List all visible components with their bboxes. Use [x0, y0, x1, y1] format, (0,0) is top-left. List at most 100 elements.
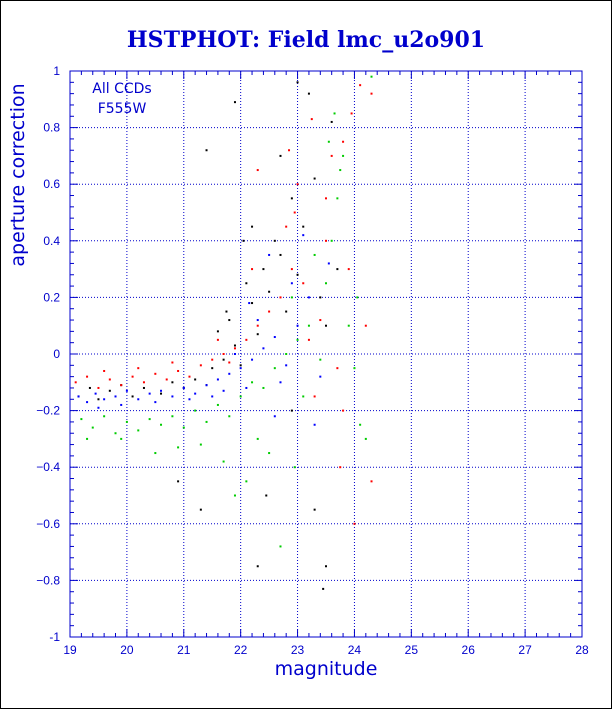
scatter-point — [350, 112, 353, 115]
y-tick-label: −0.2 — [36, 404, 60, 418]
scatter-point — [86, 401, 89, 404]
scatter-point — [251, 302, 254, 305]
scatter-point — [279, 545, 282, 548]
scatter-point — [97, 386, 100, 389]
scatter-point — [97, 398, 100, 401]
scatter-point — [88, 386, 91, 389]
scatter-point — [319, 296, 322, 299]
scatter-point — [325, 239, 327, 242]
scatter-point — [120, 384, 123, 387]
grid — [70, 71, 582, 637]
scatter-point — [279, 154, 282, 157]
scatter-point — [290, 282, 293, 285]
scatter-point — [256, 169, 259, 172]
scatter-point — [290, 197, 293, 200]
scatter-point — [137, 367, 140, 370]
scatter-point — [86, 437, 89, 440]
scatter-point — [325, 565, 327, 568]
scatter-point — [251, 381, 254, 384]
scatter-point — [279, 381, 282, 384]
scatter-point — [313, 423, 316, 426]
scatter-point — [268, 452, 271, 455]
scatter-point — [154, 452, 157, 455]
x-tick-label: 28 — [575, 643, 589, 657]
scatter-point — [228, 372, 231, 375]
scatter-point — [194, 409, 197, 412]
scatter-point — [194, 392, 197, 395]
x-tick-label: 25 — [405, 643, 419, 657]
scatter-point — [336, 197, 339, 200]
scatter-point — [296, 183, 299, 186]
scatter-point — [296, 81, 299, 84]
scatter-point — [211, 367, 214, 370]
scatter-point — [228, 361, 231, 364]
scatter-point — [262, 268, 265, 271]
scatter-point — [245, 480, 248, 483]
scatter-point — [131, 375, 134, 378]
scatter-point — [120, 403, 123, 406]
x-tick-label: 21 — [177, 643, 191, 657]
scatter-point — [245, 282, 248, 285]
scatter-point — [199, 443, 202, 446]
scatter-point — [103, 398, 106, 401]
scatter-point — [313, 253, 316, 256]
scatter-point — [330, 120, 333, 123]
scatter-point — [307, 338, 310, 341]
scatter-point — [239, 367, 242, 370]
scatter-point — [288, 149, 291, 152]
scatter-point — [205, 420, 208, 423]
y-tick-label: 0.6 — [43, 177, 60, 191]
scatter-point — [359, 84, 362, 87]
scatter-point — [347, 324, 350, 327]
scatter-point — [142, 381, 145, 384]
scatter-point — [251, 358, 254, 361]
scatter-point — [171, 381, 174, 384]
scatter-point — [177, 480, 180, 483]
scatter-point — [205, 149, 208, 152]
scatter-point — [233, 101, 236, 104]
scatter-point — [290, 409, 293, 412]
scatter-point — [199, 508, 202, 511]
scatter-point — [325, 282, 327, 285]
scatter-point — [233, 347, 236, 350]
scatter-point — [245, 338, 248, 341]
scatter-point — [364, 324, 367, 327]
scatter-point — [194, 378, 197, 381]
scatter-point — [273, 367, 276, 370]
scatter-point — [80, 418, 83, 421]
scatter-point — [160, 389, 163, 392]
scatter-point — [233, 344, 236, 347]
scatter-point — [251, 268, 254, 271]
scatter-point — [222, 358, 225, 361]
scatter-point — [327, 262, 330, 265]
scatter-point — [228, 415, 231, 418]
data-points — [74, 75, 373, 590]
scatter-point — [211, 358, 214, 361]
x-tick-label: 23 — [291, 643, 305, 657]
scatter-point — [370, 480, 373, 483]
scatter-point — [293, 211, 296, 214]
x-tick-label: 27 — [518, 643, 532, 657]
scatter-point — [356, 296, 359, 299]
axis-ticks — [69, 70, 583, 638]
scatter-point — [216, 338, 219, 341]
scatter-point — [154, 372, 157, 375]
scatter-point — [182, 386, 185, 389]
annotation-ccds: All CCDs — [92, 81, 151, 97]
scatter-point — [222, 460, 225, 463]
scatter-point — [307, 296, 310, 299]
scatter-point — [268, 290, 271, 293]
scatter-point — [268, 253, 271, 256]
scatter-point — [165, 378, 168, 381]
x-tick-label: 20 — [120, 643, 134, 657]
scatter-point — [256, 319, 259, 322]
scatter-point — [319, 375, 322, 378]
scatter-point — [347, 268, 350, 271]
scatter-point — [94, 392, 97, 395]
y-tick-label: −0.8 — [36, 573, 60, 587]
scatter-point — [330, 239, 333, 242]
scatter-point — [285, 353, 288, 355]
scatter-point — [336, 367, 339, 370]
scatter-point — [248, 302, 251, 305]
